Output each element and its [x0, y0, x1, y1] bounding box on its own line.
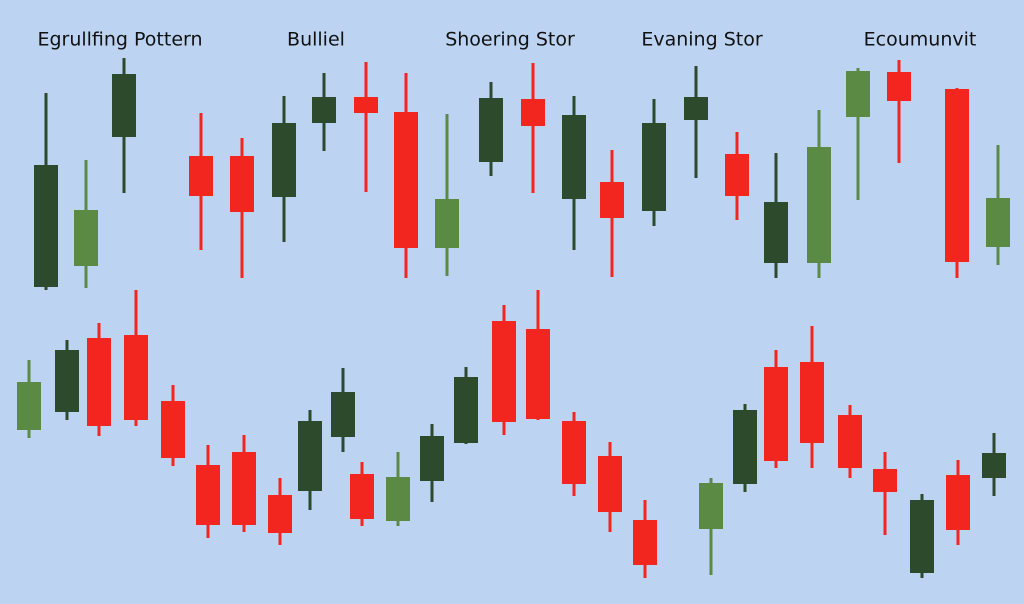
candle-body	[838, 415, 862, 468]
candle-body	[986, 198, 1010, 247]
candle-body	[350, 474, 374, 519]
candle-body	[394, 112, 418, 248]
candles	[17, 58, 1010, 578]
candle-body	[124, 335, 148, 420]
candle-body	[189, 156, 213, 196]
candle-body	[479, 98, 503, 162]
candle-body	[873, 469, 897, 492]
candle-body	[807, 147, 831, 263]
pattern-label: Bulliel	[287, 29, 345, 51]
pattern-label: Evaning Stor	[641, 29, 762, 51]
candle-body	[331, 392, 355, 437]
candle-body	[230, 156, 254, 212]
candle-body	[354, 97, 378, 113]
candle-body	[420, 436, 444, 481]
candle-body	[454, 377, 478, 443]
candle-body	[112, 74, 136, 137]
candle-body	[725, 154, 749, 196]
candle-body	[633, 520, 657, 565]
candle-body	[232, 452, 256, 525]
candle-body	[34, 165, 58, 287]
candle-body	[887, 72, 911, 101]
candle-body	[268, 495, 292, 533]
candle-body	[764, 367, 788, 461]
candle-body	[492, 321, 516, 422]
candle-body	[87, 338, 111, 426]
candle-body	[946, 475, 970, 530]
candle-body	[298, 421, 322, 491]
pattern-label: Ecoumunvit	[864, 29, 977, 51]
candle-body	[386, 477, 410, 521]
candle-body	[55, 350, 79, 412]
candle-body	[982, 453, 1006, 478]
candle-body	[435, 199, 459, 248]
candle-body	[196, 465, 220, 525]
candle-body	[910, 500, 934, 573]
candle-body	[562, 421, 586, 484]
candle-body	[945, 89, 969, 262]
candle-body	[642, 123, 666, 211]
candle-body	[699, 483, 723, 529]
pattern-label: Egrullfing Pottern	[37, 29, 202, 51]
candle-body	[312, 97, 336, 123]
candle-body	[526, 329, 550, 419]
candle-body	[17, 382, 41, 430]
candle-body	[598, 456, 622, 512]
candle-body	[733, 410, 757, 484]
candle-body	[161, 401, 185, 458]
candle-body	[272, 123, 296, 197]
candle-body	[846, 71, 870, 117]
candle-body	[684, 97, 708, 120]
candle-body	[600, 182, 624, 218]
candle-body	[521, 99, 545, 126]
candle-body	[74, 210, 98, 266]
candle-body	[764, 202, 788, 263]
pattern-label: Shoering Stor	[445, 29, 575, 51]
candle-body	[562, 115, 586, 199]
candle-body	[800, 362, 824, 443]
